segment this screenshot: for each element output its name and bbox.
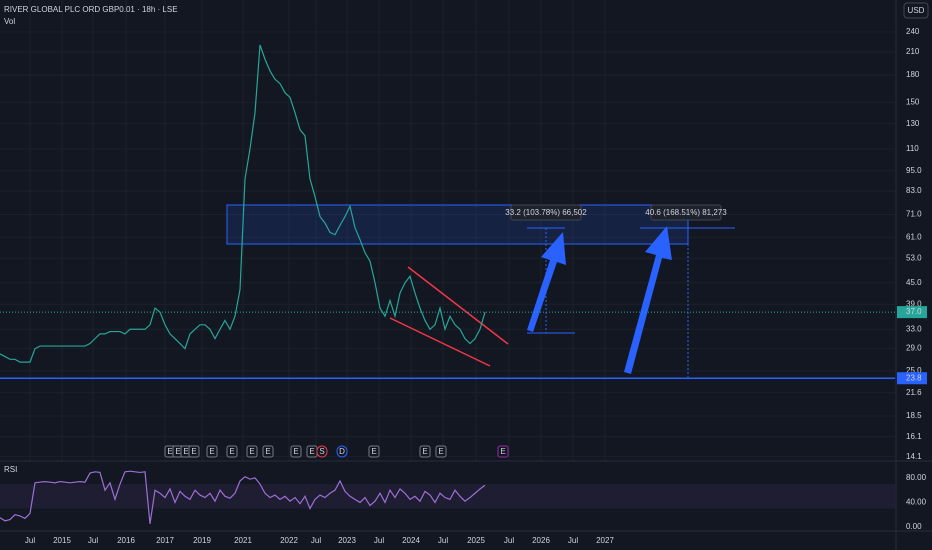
event-label: E xyxy=(249,447,254,456)
event-label: E xyxy=(438,447,443,456)
annotation-box xyxy=(650,204,722,221)
arrow xyxy=(624,226,672,374)
x-tick-label: Jul xyxy=(88,536,98,545)
x-tick-label: 2025 xyxy=(467,536,485,545)
y-tick-label: 25.0 xyxy=(906,366,922,375)
y-tick-label: 130 xyxy=(906,119,920,128)
rsi-band xyxy=(0,484,895,509)
y-tick-label: 40.00 xyxy=(906,498,927,507)
x-tick-label: 2024 xyxy=(402,536,420,545)
x-tick-label: 2021 xyxy=(234,536,252,545)
x-tick-label: 2019 xyxy=(193,536,211,545)
last-price-label: 37.0 xyxy=(906,307,922,316)
y-tick-label: 150 xyxy=(906,97,920,106)
y-tick-label: 45.0 xyxy=(906,278,922,287)
event-label: E xyxy=(500,447,505,456)
event-label: E xyxy=(422,447,427,456)
event-label: E xyxy=(183,447,188,456)
trendline-upper xyxy=(407,266,509,345)
x-tick-label: Jul xyxy=(374,536,384,545)
event-marker xyxy=(246,445,258,458)
event-marker xyxy=(368,445,380,458)
x-tick-label: Jul xyxy=(504,536,514,545)
price-line xyxy=(0,470,486,524)
y-tick-label: 29.0 xyxy=(906,344,922,353)
event-marker xyxy=(290,445,302,458)
y-tick-label: 21.6 xyxy=(906,388,922,397)
y-tick-label: 0.00 xyxy=(906,522,922,531)
y-tick-label: 83.0 xyxy=(906,186,922,195)
y-tick-label: 14.1 xyxy=(906,452,922,461)
event-marker xyxy=(262,445,274,458)
y-tick-label: 39.0 xyxy=(906,299,922,308)
y-tick-label: 18.5 xyxy=(906,411,922,420)
x-tick-label: Jul xyxy=(25,536,35,545)
event-marker xyxy=(435,445,447,458)
rsi-label: RSI xyxy=(4,465,17,474)
x-tick-label: Jul xyxy=(568,536,578,545)
y-tick-label: 240 xyxy=(906,27,920,36)
event-label: D xyxy=(339,447,345,456)
currency-button[interactable] xyxy=(903,2,929,19)
annotation-box xyxy=(510,204,582,221)
event-label: E xyxy=(265,447,270,456)
event-marker xyxy=(206,445,218,458)
annotation: 40.6 (168.51%) 81,273 xyxy=(645,208,727,217)
event-label: S xyxy=(319,447,324,456)
x-tick-label: Jul xyxy=(311,536,321,545)
x-tick-label: 2022 xyxy=(280,536,298,545)
event-label: E xyxy=(229,447,234,456)
trendline-lower xyxy=(389,317,491,367)
event-marker xyxy=(316,445,328,458)
currency[interactable]: USD xyxy=(908,6,925,15)
x-tick-label: 2015 xyxy=(53,536,71,545)
event-label: E xyxy=(293,447,298,456)
y-tick-label: 16.1 xyxy=(906,432,922,441)
event-marker xyxy=(497,445,509,458)
x-tick-label: Jul xyxy=(438,536,448,545)
y-tick-label: 61.0 xyxy=(906,232,922,241)
support-badge xyxy=(897,372,927,385)
y-tick-label: 53.0 xyxy=(906,253,922,262)
event-marker xyxy=(188,445,200,458)
volume-label: Vol xyxy=(4,17,15,26)
last-price-badge xyxy=(897,306,927,319)
x-tick-label: 2017 xyxy=(156,536,174,545)
event-marker xyxy=(419,445,431,458)
event-label: E xyxy=(209,447,214,456)
y-tick-label: 210 xyxy=(906,47,920,56)
support-label: 23.8 xyxy=(906,373,922,382)
annotation: 33.2 (103.78%) 66,502 xyxy=(505,208,587,217)
event-label: E xyxy=(371,447,376,456)
y-tick-label: 80.00 xyxy=(906,473,927,482)
x-tick-label: 2027 xyxy=(596,536,614,545)
x-tick-label: 2016 xyxy=(117,536,135,545)
arrow xyxy=(527,232,566,332)
event-label: E xyxy=(309,447,314,456)
y-tick-label: 71.0 xyxy=(906,210,922,219)
x-tick-label: 2026 xyxy=(532,536,550,545)
price-line xyxy=(0,44,486,363)
event-marker xyxy=(336,445,348,458)
event-label: E xyxy=(175,447,180,456)
y-tick-label: 180 xyxy=(906,70,920,79)
x-tick-label: 2023 xyxy=(338,536,356,545)
y-tick-label: 33.0 xyxy=(906,324,922,333)
symbol-title: RIVER GLOBAL PLC ORD GBP0.01 · 18h · LSE xyxy=(4,5,178,14)
event-label: E xyxy=(167,447,172,456)
y-tick-label: 95.0 xyxy=(906,166,922,175)
y-tick-label: 110 xyxy=(906,144,919,153)
event-label: E xyxy=(191,447,196,456)
zone-box xyxy=(226,204,689,245)
event-marker xyxy=(226,445,238,458)
